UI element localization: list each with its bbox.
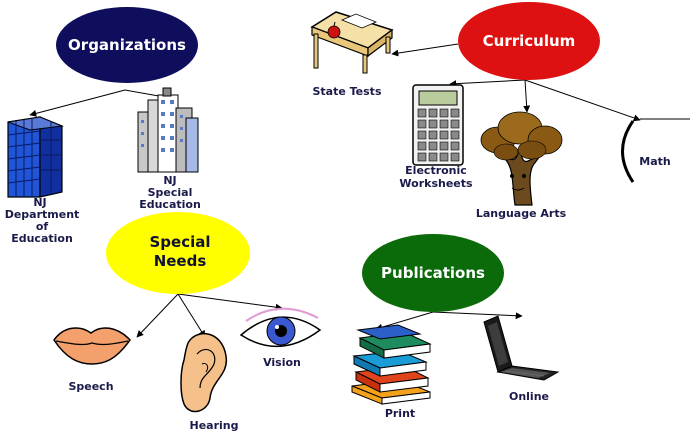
edge-curriculum-state-tests: [391, 43, 459, 57]
special-needs-label-line2: Needs: [154, 252, 207, 270]
edge-curriculum-math: [524, 79, 641, 122]
edge-special-needs-vision: [177, 293, 283, 311]
vision-label: Vision: [263, 356, 301, 369]
calculator-icon: [412, 84, 464, 166]
edge-special-needs-hearing: [177, 293, 206, 338]
publications-ellipse: [362, 234, 504, 312]
nj-special-ed-label-line3: Education: [139, 198, 201, 211]
edge-curriculum-language-arts: [523, 79, 531, 113]
ear-icon: [180, 332, 228, 413]
nj-special-ed-label-line2: Special: [148, 186, 193, 199]
edge-curriculum-electronic-worksheets: [449, 79, 526, 88]
office-building-icon: [7, 116, 64, 198]
math-label: Math: [639, 155, 670, 168]
edges: [29, 43, 690, 338]
edge-publications-online: [432, 311, 523, 320]
nj-doe-label-line1: NJ: [33, 196, 46, 209]
hearing-label: Hearing: [190, 419, 239, 432]
curriculum-ellipse: [458, 2, 600, 80]
nj-doe-label-line2: Department: [5, 208, 80, 221]
electronic-worksheets-label-line2: Worksheets: [399, 177, 473, 190]
electronic-worksheets-label-line1: Electronic: [405, 164, 467, 177]
organizations-ellipse: [56, 7, 198, 83]
nj-special-ed-label-line1: NJ: [163, 174, 176, 187]
city-buildings-icon: [137, 87, 199, 173]
node-special-needs: Special Needs: [106, 212, 250, 294]
language-arts-label: Language Arts: [476, 207, 567, 220]
state-tests-label: State Tests: [312, 85, 381, 98]
nj-doe-label-line3: of: [36, 220, 49, 233]
node-organizations: Organizations: [56, 7, 198, 83]
laptop-icon: [483, 315, 560, 381]
math-paren-icon: [621, 120, 635, 183]
edge-organizations-nj-doe: [29, 89, 126, 117]
print-label: Print: [385, 407, 415, 420]
publications-label: Publications: [381, 264, 485, 282]
tree-icon: [480, 111, 563, 206]
node-publications: Publications: [362, 234, 504, 312]
eye-icon: [239, 307, 322, 347]
book-stack-icon: [351, 324, 432, 405]
special-needs-label-line1: Special: [149, 233, 210, 251]
nj-doe-label-line4: Education: [11, 232, 73, 245]
node-curriculum: Curriculum: [458, 2, 600, 80]
organizations-label: Organizations: [68, 36, 186, 54]
speech-label: Speech: [68, 380, 113, 393]
lips-icon: [53, 327, 131, 365]
curriculum-label: Curriculum: [483, 32, 576, 50]
special-needs-ellipse: [106, 212, 250, 294]
edge-special-needs-speech: [136, 293, 179, 338]
online-label: Online: [509, 390, 549, 403]
desk-apple-icon: [310, 11, 394, 74]
